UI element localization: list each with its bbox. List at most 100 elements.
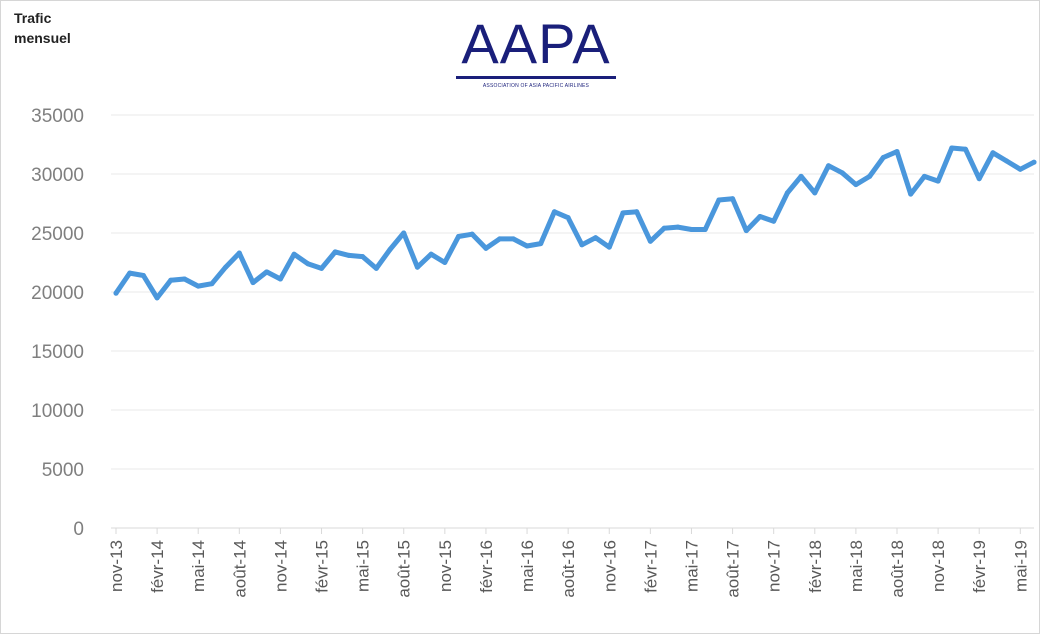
aapa-logo: AAPA ASSOCIATION OF ASIA PACIFIC AIRLINE… — [450, 14, 622, 94]
data-point — [332, 249, 338, 255]
data-point — [538, 241, 544, 247]
x-tick-label: févr-19 — [970, 540, 989, 593]
x-tick-label: mai-15 — [354, 540, 373, 592]
x-tick-label: mai-16 — [518, 540, 537, 592]
x-tick-label: août-17 — [724, 540, 743, 598]
series-line — [113, 145, 1037, 301]
data-point — [935, 178, 941, 184]
y-tick-label: 20000 — [31, 283, 84, 304]
y-tick-label: 5000 — [42, 460, 84, 481]
data-point — [414, 264, 420, 270]
data-point — [113, 290, 119, 296]
data-point — [949, 145, 955, 151]
data-point — [154, 295, 160, 301]
y-axis-title-line-1: Trafic — [14, 10, 52, 26]
data-point — [277, 276, 283, 282]
data-point — [867, 173, 873, 179]
data-point — [264, 269, 270, 275]
x-tick-label: nov-18 — [929, 540, 948, 592]
data-point — [373, 265, 379, 271]
series-layer — [113, 145, 1037, 301]
data-point — [812, 190, 818, 196]
y-tick-label: 25000 — [31, 224, 84, 245]
data-point — [593, 235, 599, 241]
data-point — [168, 277, 174, 283]
data-point — [456, 234, 462, 240]
data-point — [771, 218, 777, 224]
data-point — [305, 261, 311, 267]
data-point — [510, 236, 516, 242]
data-point — [236, 250, 242, 256]
data-point — [1004, 158, 1010, 164]
x-tick-label: août-15 — [395, 540, 414, 598]
x-tick-label: nov-17 — [765, 540, 784, 592]
y-tick-label: 10000 — [31, 401, 84, 422]
x-tick-label: févr-14 — [148, 540, 167, 593]
data-point — [483, 245, 489, 251]
data-point — [551, 209, 557, 215]
data-point — [976, 176, 982, 182]
x-tick-label: mai-17 — [682, 540, 701, 592]
y-tick-label: 30000 — [31, 165, 84, 186]
data-point — [825, 163, 831, 169]
data-point — [784, 190, 790, 196]
data-point — [387, 247, 393, 253]
x-tick-label: nov-15 — [436, 540, 455, 592]
data-point — [743, 228, 749, 234]
data-point — [688, 226, 694, 232]
data-point — [195, 283, 201, 289]
x-tick-label: nov-13 — [107, 540, 126, 592]
data-point — [921, 173, 927, 179]
data-point — [497, 236, 503, 242]
data-point — [127, 270, 133, 276]
data-point — [716, 197, 722, 203]
data-point — [675, 224, 681, 230]
data-point — [360, 254, 366, 260]
x-tick-label: août-16 — [559, 540, 578, 598]
y-tick-label: 0 — [73, 519, 84, 540]
data-point — [346, 252, 352, 258]
data-point — [661, 225, 667, 231]
data-point — [634, 209, 640, 215]
x-axis-ticks: nov-13 févr-14 mai-14 août-14 nov-14 févr-15 m… — [107, 528, 1030, 598]
gridlines — [111, 114, 1034, 470]
data-point — [798, 173, 804, 179]
data-point — [839, 170, 845, 176]
data-point — [250, 280, 256, 286]
data-point — [962, 146, 968, 152]
y-axis-title: Trafic mensuel — [14, 8, 71, 48]
x-tick-label: mai-18 — [847, 540, 866, 592]
logo-rule — [456, 76, 616, 79]
data-point — [140, 272, 146, 278]
x-tick-label: févr-17 — [641, 540, 660, 593]
data-point — [894, 149, 900, 155]
y-axis-title-line-2: mensuel — [14, 30, 71, 46]
x-tick-label: nov-16 — [600, 540, 619, 592]
data-point — [702, 226, 708, 232]
data-point — [606, 244, 612, 250]
y-tick-label: 15000 — [31, 342, 84, 363]
data-point — [647, 238, 653, 244]
x-tick-label: févr-18 — [806, 540, 825, 593]
data-point — [442, 260, 448, 265]
x-tick-label: févr-15 — [313, 540, 332, 593]
data-point — [524, 243, 530, 249]
x-tick-label: août-18 — [888, 540, 907, 598]
x-tick-label: août-14 — [230, 540, 249, 598]
data-point — [223, 264, 229, 270]
logo-subtitle: ASSOCIATION OF ASIA PACIFIC AIRLINES — [482, 83, 590, 89]
x-tick-label: févr-16 — [477, 540, 496, 593]
y-axis-ticks: 0 5000 10000 15000 20000 25000 30000 35000 — [31, 106, 84, 540]
data-point — [579, 242, 585, 248]
data-point — [1031, 159, 1037, 165]
data-point — [757, 213, 763, 219]
x-tick-label: mai-19 — [1011, 540, 1030, 592]
data-point — [182, 276, 188, 282]
data-point — [319, 265, 325, 271]
data-point — [209, 281, 215, 287]
logo-wordmark: AAPA — [461, 12, 611, 75]
data-point — [853, 182, 859, 188]
data-point — [620, 210, 626, 216]
data-point — [990, 150, 996, 156]
